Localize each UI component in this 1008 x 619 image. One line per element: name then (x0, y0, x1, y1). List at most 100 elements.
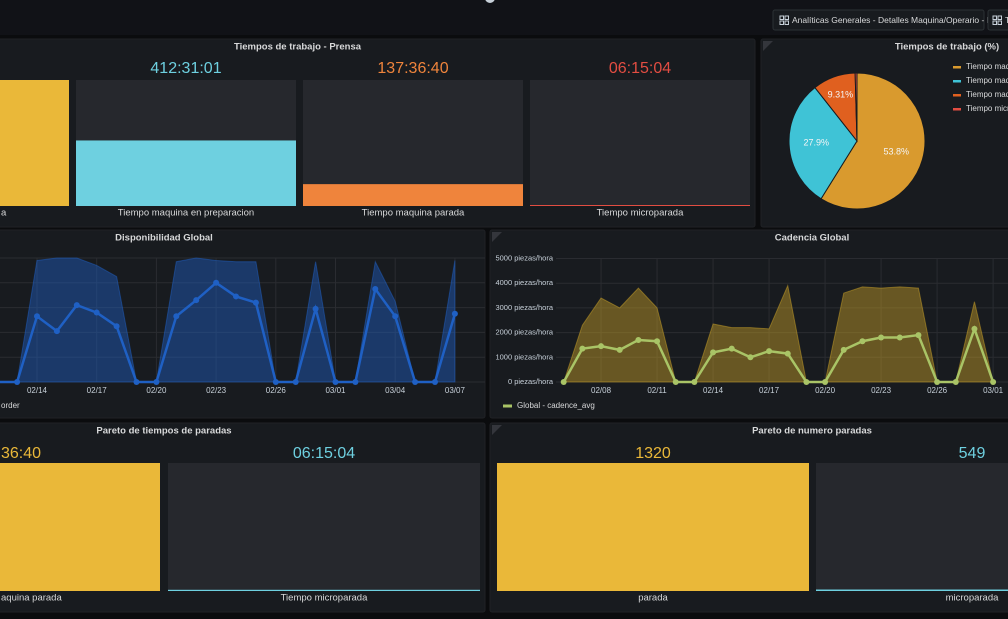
y-tick-label: 0 piezas/hora (508, 377, 554, 386)
series-point (233, 293, 239, 300)
series-point (292, 379, 299, 385)
x-tick-label: 02/14 (703, 386, 724, 395)
pie-slice (820, 72, 926, 210)
panel-title: Cadencia Global (775, 233, 849, 244)
gauge-bar (497, 463, 809, 591)
x-tick-label: 02/08 (591, 386, 612, 395)
gauge-label: Tiempo maquina parada (362, 208, 465, 219)
legend-label: Tiempo maqu (966, 62, 1008, 71)
series-point (73, 302, 80, 309)
gauge-value: 06:15:04 (293, 445, 355, 462)
slice-label: 9.31% (828, 89, 854, 99)
dashboard-button[interactable] (772, 9, 985, 31)
legend-label: order (1, 401, 20, 410)
panel-title: Tiempos de trabajo (%) (895, 42, 999, 53)
series-point (560, 379, 567, 385)
panel-title: Pareto de numero paradas (752, 426, 872, 437)
legend-swatch (953, 66, 961, 69)
series-point (859, 338, 866, 345)
series-point (747, 354, 754, 361)
x-tick-label: 02/11 (647, 386, 667, 395)
gauge-bar (530, 205, 750, 206)
series-point (392, 313, 399, 320)
series-point (352, 379, 359, 385)
y-tick-label: 4000 piezas/hora (495, 278, 553, 287)
series-point (93, 309, 100, 316)
series-point (451, 310, 458, 317)
legend-swatch (953, 108, 961, 111)
gauge-background (816, 463, 1008, 591)
gauge-bar (76, 140, 296, 206)
gauge-label: parada (638, 593, 668, 604)
pie-slice (788, 86, 858, 200)
series-point (432, 379, 438, 385)
panel (489, 229, 1008, 419)
x-tick-label: 02/17 (759, 386, 780, 395)
series-point (579, 345, 586, 352)
series-point (412, 379, 419, 385)
gauge-value: 36:40 (1, 445, 41, 462)
series-line (562, 325, 995, 384)
series-point (193, 297, 200, 304)
legend-label: Tiempo maqu (966, 90, 1008, 99)
y-tick-label: 1000 piezas/hora (495, 352, 553, 361)
series-point (971, 325, 978, 332)
panel (0, 229, 486, 419)
gauge-label: Tiempo microparada (281, 593, 368, 604)
series-point (784, 350, 791, 357)
y-tick-label: 2000 piezas/hora (495, 328, 553, 337)
legend-label: Global - cadence_avg (517, 401, 595, 410)
series-point (213, 279, 220, 286)
series-line (0, 281, 457, 384)
legend-swatch (503, 404, 512, 408)
gauge-label: Tiempo microparada (597, 208, 684, 219)
series-point (803, 379, 810, 385)
legend-swatch (953, 94, 961, 97)
y-tick-label: 5000 piezas/hora (495, 253, 553, 262)
series-point (915, 332, 922, 339)
gauge-label: Tiempo maquina en preparacion (118, 208, 254, 219)
series-point (896, 334, 903, 341)
panel-title: Pareto de tiempos de paradas (96, 426, 231, 437)
series-point (952, 379, 959, 385)
series-point (113, 323, 120, 330)
series-point (840, 346, 847, 353)
gauge-value: 412:31:01 (150, 60, 221, 77)
series-point (691, 379, 698, 385)
slice-label: 27.9% (803, 138, 829, 148)
slice-label: 53.8% (883, 147, 909, 157)
panel-title: Disponibilidad Global (115, 233, 213, 244)
series-point (153, 379, 160, 385)
gauge-background (530, 80, 750, 206)
legend-swatch (953, 80, 961, 83)
x-tick-label: 02/26 (927, 386, 948, 395)
series-point (53, 328, 60, 335)
series-point (878, 334, 885, 341)
series-point (654, 338, 661, 345)
series-point (728, 345, 735, 352)
series-point (252, 299, 259, 306)
gauge-value: 06:15:04 (609, 60, 671, 77)
series-point (822, 379, 829, 385)
series-point (635, 337, 642, 344)
x-tick-label: 02/14 (27, 386, 48, 395)
x-tick-label: 02/26 (266, 386, 287, 395)
info-corner (492, 425, 502, 435)
gauge-bar (0, 80, 69, 206)
x-tick-label: 03/01 (983, 386, 1004, 395)
gauge-label: aquina parada (1, 593, 62, 604)
gauge-label: a (1, 208, 7, 219)
series-point (312, 305, 319, 312)
series-point (616, 346, 623, 353)
grid-icon (992, 15, 1002, 25)
series-point (173, 313, 180, 320)
gauge-bar (816, 589, 1008, 591)
button-label: Analíticas Generales - Detalles Maquina/… (792, 15, 1004, 25)
button-label: T (1005, 15, 1008, 25)
legend-label: Tiempo maqu (966, 76, 1008, 85)
x-tick-label: 02/17 (87, 386, 108, 395)
series-point (133, 379, 140, 385)
x-tick-label: 02/20 (146, 386, 167, 395)
gauge-label: microparada (946, 593, 1000, 604)
x-tick-label: 02/23 (871, 386, 892, 395)
